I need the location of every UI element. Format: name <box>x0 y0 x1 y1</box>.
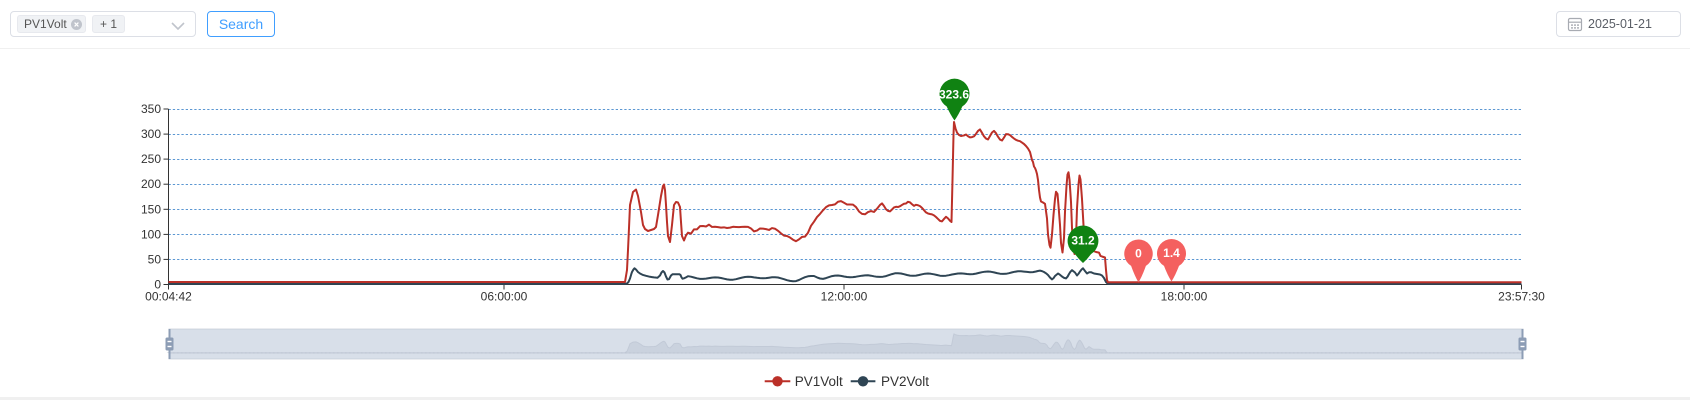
svg-text:250: 250 <box>141 152 161 166</box>
svg-text:18:00:00: 18:00:00 <box>1161 290 1208 304</box>
svg-text:0: 0 <box>154 278 161 292</box>
svg-text:323.6: 323.6 <box>939 88 969 102</box>
svg-text:300: 300 <box>141 127 161 141</box>
svg-text:12:00:00: 12:00:00 <box>821 290 868 304</box>
svg-text:31.2: 31.2 <box>1071 234 1095 248</box>
svg-text:23:57:30: 23:57:30 <box>1498 290 1545 304</box>
svg-text:150: 150 <box>141 202 161 216</box>
svg-text:350: 350 <box>141 102 161 116</box>
svg-text:00:04:42: 00:04:42 <box>145 290 192 304</box>
svg-text:PV2Volt: PV2Volt <box>881 374 929 389</box>
svg-text:100: 100 <box>141 227 161 241</box>
svg-text:0: 0 <box>1135 247 1142 261</box>
svg-text:PV1Volt: PV1Volt <box>795 374 843 389</box>
svg-text:200: 200 <box>141 177 161 191</box>
svg-text:1.4: 1.4 <box>1163 246 1180 260</box>
svg-text:50: 50 <box>148 252 162 266</box>
svg-text:06:00:00: 06:00:00 <box>481 290 528 304</box>
